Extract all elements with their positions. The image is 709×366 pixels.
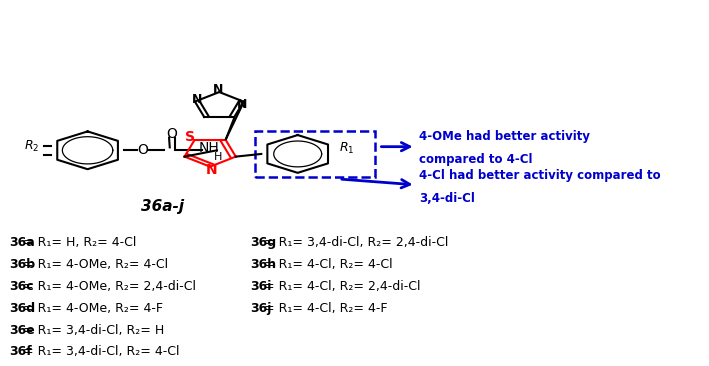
Text: 36g: 36g [250, 236, 277, 250]
Text: 36c: 36c [9, 280, 34, 293]
Text: = R₁= 4-OMe, R₂= 4-Cl: = R₁= 4-OMe, R₂= 4-Cl [23, 258, 169, 271]
Text: 36d: 36d [9, 302, 35, 315]
Text: = R₁= 4-OMe, R₂= 2,4-di-Cl: = R₁= 4-OMe, R₂= 2,4-di-Cl [23, 280, 196, 293]
Text: O: O [138, 143, 148, 157]
Text: = R₁= 3,4-di-Cl, R₂= H: = R₁= 3,4-di-Cl, R₂= H [23, 324, 164, 337]
Text: compared to 4-Cl: compared to 4-Cl [419, 153, 532, 166]
Text: N: N [191, 93, 202, 106]
Text: O: O [167, 127, 177, 141]
Text: 36i: 36i [250, 280, 272, 293]
Text: = R₁= 4-Cl, R₂= 4-Cl: = R₁= 4-Cl, R₂= 4-Cl [264, 258, 393, 271]
Text: 4-Cl had better activity compared to: 4-Cl had better activity compared to [419, 169, 661, 182]
Text: = R₁= 4-OMe, R₂= 4-F: = R₁= 4-OMe, R₂= 4-F [23, 302, 163, 315]
Text: S: S [185, 130, 195, 145]
Text: N: N [237, 98, 247, 111]
Text: $R_1$: $R_1$ [340, 141, 354, 156]
Text: H: H [214, 152, 223, 162]
Text: 36e: 36e [9, 324, 35, 337]
Text: 36f: 36f [9, 346, 32, 358]
Text: = R₁= 4-Cl, R₂= 4-F: = R₁= 4-Cl, R₂= 4-F [264, 302, 388, 315]
Text: N: N [206, 163, 217, 177]
Text: = R₁= 4-Cl, R₂= 2,4-di-Cl: = R₁= 4-Cl, R₂= 2,4-di-Cl [264, 280, 421, 293]
Text: = R₁= H, R₂= 4-Cl: = R₁= H, R₂= 4-Cl [23, 236, 137, 250]
Text: 36j: 36j [250, 302, 272, 315]
Text: N: N [213, 83, 223, 96]
Text: $R_2$: $R_2$ [24, 139, 39, 154]
Text: 36a-j: 36a-j [141, 199, 184, 214]
Text: 3,4-di-Cl: 3,4-di-Cl [419, 192, 475, 205]
Text: = R₁= 3,4-di-Cl, R₂= 4-Cl: = R₁= 3,4-di-Cl, R₂= 4-Cl [23, 346, 180, 358]
Text: 4-OMe had better activity: 4-OMe had better activity [419, 130, 590, 143]
Text: 36b: 36b [9, 258, 35, 271]
Text: NH: NH [199, 142, 219, 156]
Text: = R₁= 3,4-di-Cl, R₂= 2,4-di-Cl: = R₁= 3,4-di-Cl, R₂= 2,4-di-Cl [264, 236, 449, 250]
Text: 36h: 36h [250, 258, 277, 271]
Text: 36a: 36a [9, 236, 35, 250]
